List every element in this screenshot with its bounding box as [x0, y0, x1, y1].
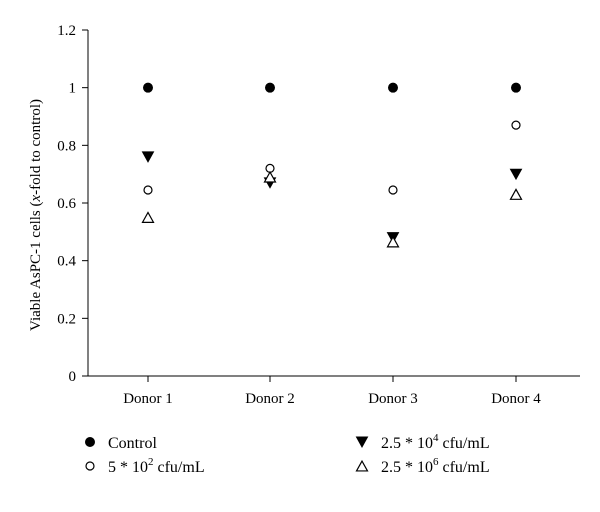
x-tick-label: Donor 3 — [368, 391, 418, 407]
legend-label-sup: 4 — [433, 432, 439, 444]
legend-label-sup: 2 — [148, 456, 154, 468]
y-tick-label: 1.2 — [57, 23, 76, 39]
legend-label-base: 2.5 * 10 — [381, 459, 433, 476]
legend-label: 5 * 102 cfu/mL — [108, 456, 205, 476]
data-point-series-3 — [509, 168, 523, 181]
y-tick-label: 0 — [69, 369, 77, 385]
y-tick-label: 0.4 — [57, 254, 76, 270]
legend-marker — [85, 461, 95, 471]
legend-marker — [355, 459, 369, 472]
data-point-series-4 — [141, 211, 155, 223]
data-point-series-1 — [511, 82, 521, 93]
data-points — [141, 82, 523, 248]
y-tick-label: 0.8 — [57, 138, 76, 154]
legend-label-unit: cfu/mL — [154, 459, 205, 476]
legend-marker — [355, 436, 369, 448]
legend-marker — [85, 437, 95, 447]
legend-label-base: 2.5 * 10 — [381, 435, 433, 452]
legend-label-sup: 6 — [433, 456, 439, 468]
data-point-series-4 — [509, 188, 523, 200]
y-axis-label-italic: x — [28, 194, 44, 202]
y-tick-label: 1 — [69, 81, 77, 97]
axes — [87, 30, 580, 377]
data-point-series-1 — [265, 82, 275, 93]
ticks: 0 0.2 0.4 0.6 0.8 1 1.2 Donor 1 Donor 2 Donor 3 Do… — [57, 23, 541, 407]
data-point-series-4 — [386, 235, 400, 248]
data-point-series-1 — [388, 82, 398, 93]
data-point-series-2 — [511, 120, 521, 130]
legend-label-unit: cfu/mL — [439, 459, 490, 476]
data-point-series-4 — [263, 170, 277, 183]
x-tick-label: Donor 2 — [245, 391, 295, 407]
data-point-series-3 — [141, 151, 155, 163]
data-point-series-2 — [143, 185, 153, 195]
x-tick-label: Donor 1 — [123, 391, 173, 407]
x-tick-label: Donor 4 — [491, 391, 541, 407]
y-axis-label-before: Viable AsPC-1 cells ( — [28, 201, 44, 331]
legend-label: 2.5 * 104 cfu/mL — [381, 432, 490, 452]
legend-label-base: 5 * 10 — [108, 459, 148, 476]
legend-label-base: Control — [108, 435, 157, 452]
legend-label: 2.5 * 106 cfu/mL — [381, 456, 490, 476]
data-point-series-2 — [388, 185, 398, 195]
legend-label-unit: cfu/mL — [439, 435, 490, 452]
y-tick-label: 0.2 — [57, 311, 76, 327]
data-point-series-1 — [143, 82, 153, 93]
y-tick-label: 0.6 — [57, 196, 76, 212]
y-axis-label-after: -fold to control) — [28, 99, 44, 195]
legend-label: Control — [108, 435, 157, 452]
y-axis-label: Viable AsPC-1 cells (x-fold to control) — [28, 99, 44, 331]
